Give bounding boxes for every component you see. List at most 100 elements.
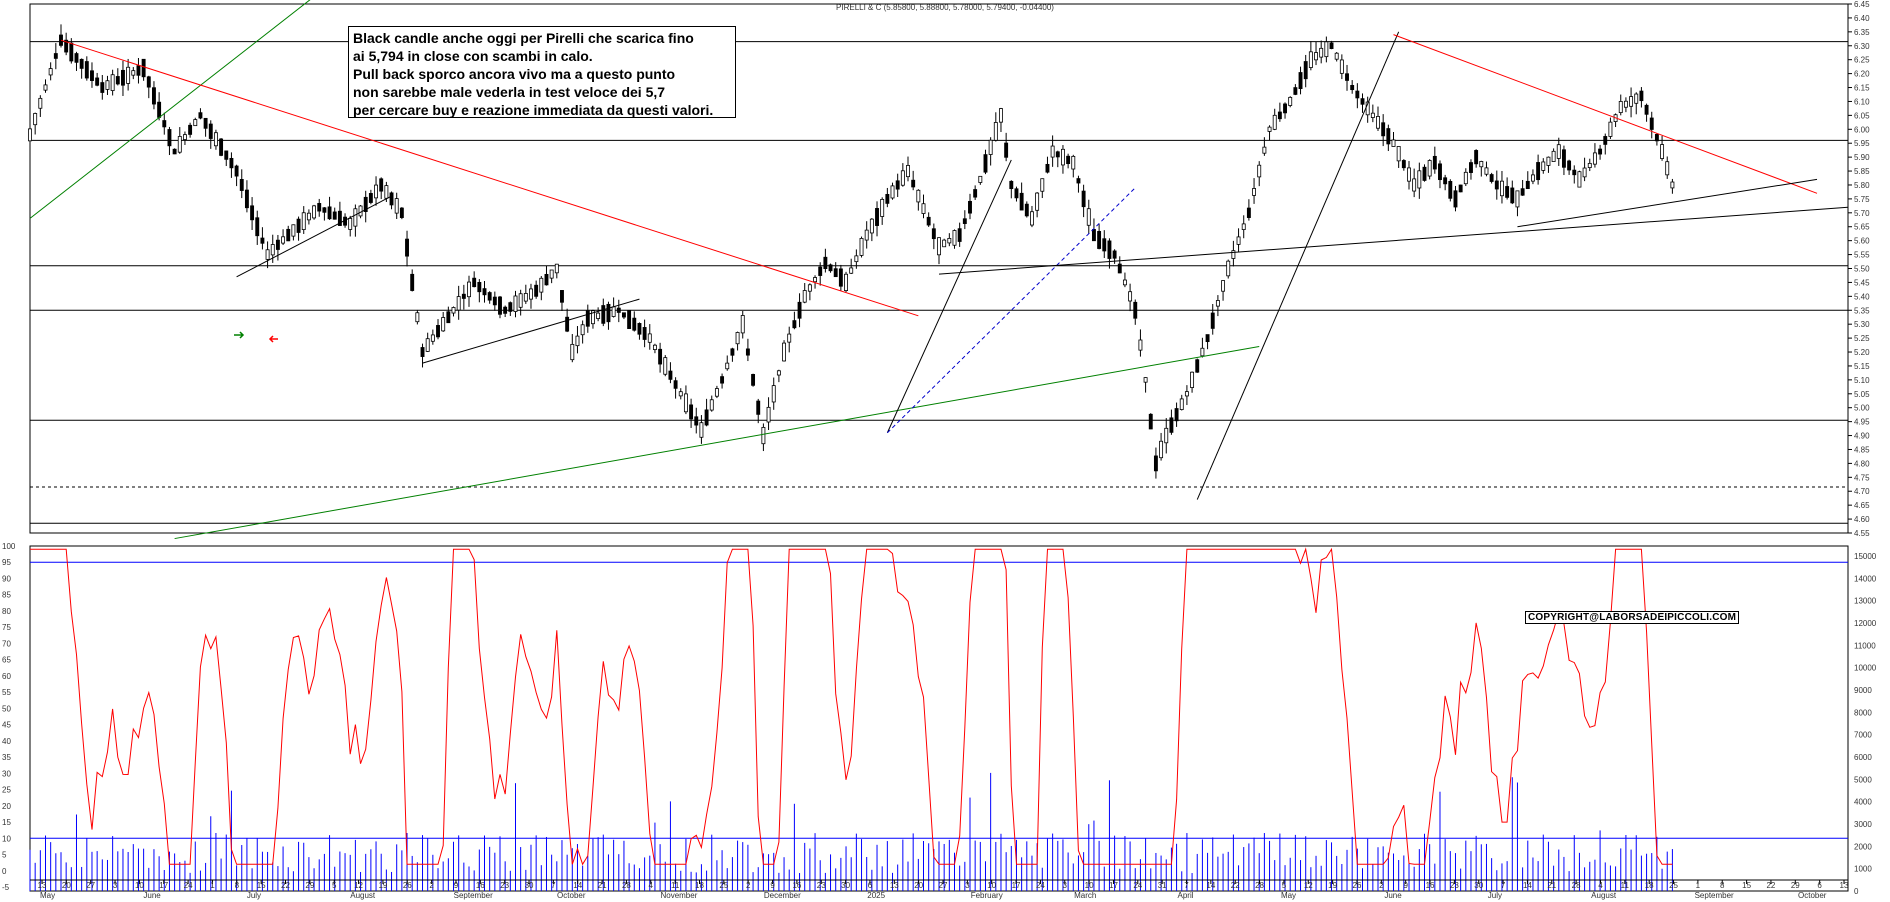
- x-month-label: May: [40, 891, 55, 900]
- candle-body: [1179, 398, 1184, 410]
- price-tick-label: 5.60: [1854, 237, 1870, 246]
- candle-body: [709, 399, 714, 411]
- candle-body: [1556, 144, 1561, 159]
- candle-body: [1153, 455, 1158, 472]
- analysis-note: Black candle anche oggi per Pirelli che …: [348, 26, 736, 118]
- price-tick-label: 4.80: [1854, 459, 1870, 468]
- candle-body: [182, 134, 187, 140]
- candle-body: [198, 112, 203, 119]
- candle-body: [1407, 167, 1411, 182]
- copyright-label: COPYRIGHT@LABORSADEIPICCOLI.COM: [1525, 611, 1740, 624]
- note-line: Black candle anche oggi per Pirelli che …: [353, 30, 694, 46]
- candle-body: [1401, 160, 1406, 169]
- candle-body: [306, 212, 311, 221]
- candle-body: [854, 255, 859, 263]
- candle-body: [1494, 180, 1499, 190]
- oscillator-tick-label: 90: [2, 574, 11, 583]
- candle-body: [131, 70, 136, 76]
- candle-body: [317, 203, 322, 212]
- candle-body: [647, 333, 652, 343]
- candle-body: [699, 422, 704, 438]
- note-line: ai 5,794 in close con scambi in calo.: [353, 48, 593, 64]
- candle-body: [652, 344, 657, 350]
- trendline: [29, 0, 311, 219]
- candle-body: [580, 324, 585, 336]
- candle-body: [1572, 169, 1577, 176]
- volume-tick-label: 8000: [1854, 708, 1872, 717]
- price-tick-label: 4.85: [1854, 445, 1870, 454]
- volume-tick-label: 2000: [1854, 842, 1872, 851]
- candle-body: [498, 296, 502, 315]
- candle-body: [115, 76, 120, 85]
- candle-body: [756, 400, 761, 415]
- x-day-label: 21: [1547, 881, 1556, 890]
- candle-body: [301, 212, 306, 230]
- candle-body: [1386, 128, 1391, 145]
- x-day-label: 5: [332, 881, 337, 890]
- candle-body: [1634, 93, 1639, 104]
- candle-body: [999, 108, 1003, 123]
- candle-body: [844, 273, 848, 291]
- x-day-label: 7: [1184, 881, 1189, 890]
- candle-body: [1525, 180, 1530, 190]
- x-month-label: June: [1384, 891, 1402, 900]
- candle-body: [203, 117, 208, 129]
- candle-body: [38, 97, 43, 109]
- candle-body: [518, 293, 523, 308]
- candle-body: [1195, 359, 1200, 373]
- candle-body: [1009, 180, 1014, 190]
- candle-body: [172, 148, 177, 155]
- candle-body: [906, 165, 910, 178]
- candle-body: [1649, 117, 1654, 130]
- candle-body: [399, 207, 404, 218]
- candle-body: [322, 207, 327, 213]
- candle-body: [596, 312, 601, 319]
- candle-body: [503, 306, 508, 314]
- candle-body: [229, 157, 234, 169]
- candle-body: [1587, 162, 1592, 168]
- x-day-label: 6: [1817, 881, 1822, 890]
- x-month-label: November: [660, 891, 697, 900]
- candle-body: [363, 196, 368, 212]
- candle-body: [937, 237, 941, 256]
- candle-body: [740, 315, 745, 334]
- candle-body: [1283, 103, 1287, 114]
- candle-body: [621, 312, 626, 318]
- candle-body: [508, 302, 513, 312]
- candle-body: [735, 332, 740, 345]
- x-day-label: 26: [1353, 881, 1362, 890]
- x-day-label: 2: [746, 881, 751, 890]
- oscillator-tick-label: 95: [2, 558, 11, 567]
- candle-body: [410, 273, 415, 291]
- price-tick-label: 5.90: [1854, 153, 1870, 162]
- candle-body: [864, 229, 869, 241]
- x-day-label: 10: [1085, 881, 1094, 890]
- candle-body: [859, 238, 864, 256]
- x-day-label: 17: [1012, 881, 1021, 890]
- candle-body: [554, 263, 559, 274]
- candle-body: [1484, 167, 1489, 175]
- trendline: [1517, 178, 1818, 228]
- oscillator-tick-label: 5: [2, 851, 7, 860]
- candle-body: [1128, 291, 1133, 302]
- price-tick-label: 5.00: [1854, 404, 1870, 413]
- candle-body: [900, 170, 905, 186]
- price-tick-label: 4.55: [1854, 529, 1870, 538]
- volume-tick-label: 4000: [1854, 798, 1872, 807]
- candle-body: [1319, 47, 1324, 58]
- x-day-label: 25: [719, 881, 728, 890]
- candle-body: [539, 277, 544, 293]
- candle-body: [1469, 162, 1473, 173]
- candle-body: [782, 342, 787, 362]
- x-month-label: September: [1695, 891, 1734, 900]
- volume-tick-label: 15000: [1854, 552, 1877, 561]
- candle-body: [1086, 208, 1091, 226]
- candle-body: [585, 310, 590, 327]
- x-month-label: August: [1591, 891, 1617, 900]
- x-day-label: 2: [1379, 881, 1384, 890]
- candle-body: [472, 277, 477, 288]
- candle-body: [570, 343, 575, 361]
- price-tick-label: 4.75: [1854, 473, 1870, 482]
- candle-body: [802, 290, 807, 303]
- price-tick-label: 5.55: [1854, 251, 1870, 260]
